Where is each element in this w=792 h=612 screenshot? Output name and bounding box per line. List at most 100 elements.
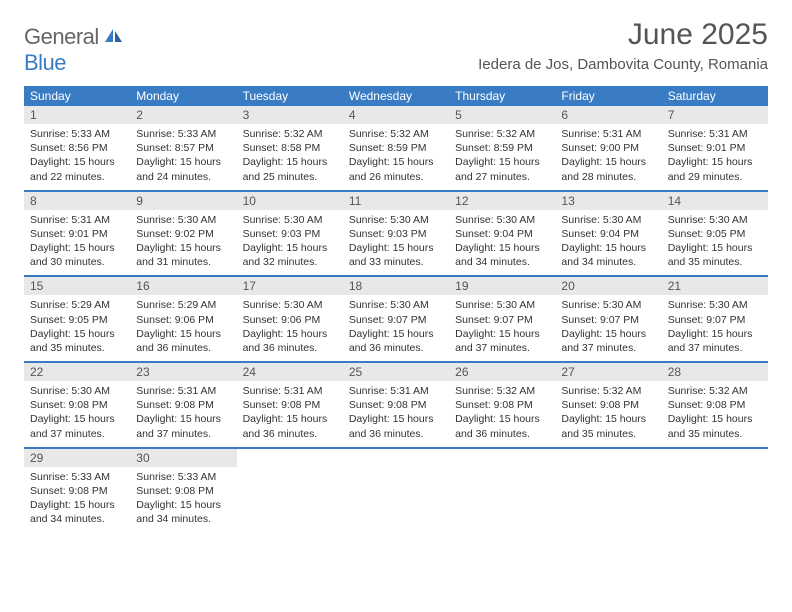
sunrise-text: Sunrise: 5:31 AM [561,127,655,141]
day-info: Sunrise: 5:32 AMSunset: 9:08 PMDaylight:… [662,381,768,447]
day-number: 22 [24,363,130,381]
calendar-day-cell: 11Sunrise: 5:30 AMSunset: 9:03 PMDayligh… [343,192,449,276]
day-number: 29 [24,449,130,467]
day-info: Sunrise: 5:32 AMSunset: 8:59 PMDaylight:… [449,124,555,190]
sunrise-text: Sunrise: 5:32 AM [455,384,549,398]
day-info: Sunrise: 5:33 AMSunset: 9:08 PMDaylight:… [24,467,130,533]
calendar-week-row: 8Sunrise: 5:31 AMSunset: 9:01 PMDaylight… [24,192,768,278]
calendar-day-cell: 15Sunrise: 5:29 AMSunset: 9:05 PMDayligh… [24,277,130,361]
calendar-day-cell: 1Sunrise: 5:33 AMSunset: 8:56 PMDaylight… [24,106,130,190]
sunset-text: Sunset: 9:07 PM [561,313,655,327]
daylight-text: Daylight: 15 hours and 36 minutes. [455,412,549,440]
daylight-text: Daylight: 15 hours and 36 minutes. [349,412,443,440]
daylight-text: Daylight: 15 hours and 36 minutes. [136,327,230,355]
logo-sail-icon [104,28,124,47]
day-info: Sunrise: 5:30 AMSunset: 9:07 PMDaylight:… [555,295,661,361]
day-of-week-label: Thursday [449,86,555,106]
sunrise-text: Sunrise: 5:30 AM [668,298,762,312]
sunrise-text: Sunrise: 5:30 AM [349,213,443,227]
sunrise-text: Sunrise: 5:32 AM [668,384,762,398]
sunrise-text: Sunrise: 5:29 AM [136,298,230,312]
sunset-text: Sunset: 9:03 PM [349,227,443,241]
day-info: Sunrise: 5:30 AMSunset: 9:06 PMDaylight:… [237,295,343,361]
sunrise-text: Sunrise: 5:31 AM [30,213,124,227]
daylight-text: Daylight: 15 hours and 36 minutes. [349,327,443,355]
sunrise-text: Sunrise: 5:30 AM [668,213,762,227]
location-subtitle: Iedera de Jos, Dambovita County, Romania [478,56,768,73]
daylight-text: Daylight: 15 hours and 25 minutes. [243,155,337,183]
day-number: 4 [343,106,449,124]
calendar-day-cell: 22Sunrise: 5:30 AMSunset: 9:08 PMDayligh… [24,363,130,447]
calendar-day-cell [449,449,555,533]
calendar-day-cell: 18Sunrise: 5:30 AMSunset: 9:07 PMDayligh… [343,277,449,361]
calendar-day-cell: 29Sunrise: 5:33 AMSunset: 9:08 PMDayligh… [24,449,130,533]
day-of-week-label: Friday [555,86,661,106]
logo-text-blue: Blue [24,50,66,75]
daylight-text: Daylight: 15 hours and 35 minutes. [30,327,124,355]
day-number: 12 [449,192,555,210]
day-number: 20 [555,277,661,295]
calendar-day-cell: 26Sunrise: 5:32 AMSunset: 9:08 PMDayligh… [449,363,555,447]
day-info: Sunrise: 5:32 AMSunset: 8:59 PMDaylight:… [343,124,449,190]
sunrise-text: Sunrise: 5:31 AM [136,384,230,398]
calendar-day-cell: 10Sunrise: 5:30 AMSunset: 9:03 PMDayligh… [237,192,343,276]
day-number: 26 [449,363,555,381]
day-info: Sunrise: 5:30 AMSunset: 9:03 PMDaylight:… [237,210,343,276]
day-info: Sunrise: 5:32 AMSunset: 9:08 PMDaylight:… [449,381,555,447]
day-number: 8 [24,192,130,210]
calendar-day-cell: 30Sunrise: 5:33 AMSunset: 9:08 PMDayligh… [130,449,236,533]
sunrise-text: Sunrise: 5:33 AM [136,127,230,141]
day-number: 5 [449,106,555,124]
sunset-text: Sunset: 9:08 PM [30,398,124,412]
day-info: Sunrise: 5:30 AMSunset: 9:07 PMDaylight:… [343,295,449,361]
sunset-text: Sunset: 9:05 PM [30,313,124,327]
day-info: Sunrise: 5:31 AMSunset: 9:08 PMDaylight:… [130,381,236,447]
sunset-text: Sunset: 8:59 PM [455,141,549,155]
daylight-text: Daylight: 15 hours and 28 minutes. [561,155,655,183]
day-number: 6 [555,106,661,124]
daylight-text: Daylight: 15 hours and 35 minutes. [668,241,762,269]
calendar-day-cell: 9Sunrise: 5:30 AMSunset: 9:02 PMDaylight… [130,192,236,276]
day-info: Sunrise: 5:33 AMSunset: 9:08 PMDaylight:… [130,467,236,533]
day-number: 3 [237,106,343,124]
day-number: 23 [130,363,236,381]
calendar-week-row: 22Sunrise: 5:30 AMSunset: 9:08 PMDayligh… [24,363,768,449]
daylight-text: Daylight: 15 hours and 34 minutes. [136,498,230,526]
calendar-day-cell: 13Sunrise: 5:30 AMSunset: 9:04 PMDayligh… [555,192,661,276]
calendar-day-cell: 21Sunrise: 5:30 AMSunset: 9:07 PMDayligh… [662,277,768,361]
day-info: Sunrise: 5:30 AMSunset: 9:07 PMDaylight:… [662,295,768,361]
calendar-day-cell: 19Sunrise: 5:30 AMSunset: 9:07 PMDayligh… [449,277,555,361]
day-number: 1 [24,106,130,124]
sunrise-text: Sunrise: 5:30 AM [561,298,655,312]
calendar-week-row: 29Sunrise: 5:33 AMSunset: 9:08 PMDayligh… [24,449,768,533]
calendar-day-cell: 12Sunrise: 5:30 AMSunset: 9:04 PMDayligh… [449,192,555,276]
calendar-day-cell: 7Sunrise: 5:31 AMSunset: 9:01 PMDaylight… [662,106,768,190]
day-info: Sunrise: 5:30 AMSunset: 9:04 PMDaylight:… [555,210,661,276]
sunset-text: Sunset: 9:08 PM [136,398,230,412]
daylight-text: Daylight: 15 hours and 37 minutes. [455,327,549,355]
day-info: Sunrise: 5:29 AMSunset: 9:06 PMDaylight:… [130,295,236,361]
calendar-day-cell: 6Sunrise: 5:31 AMSunset: 9:00 PMDaylight… [555,106,661,190]
day-number: 27 [555,363,661,381]
sunrise-text: Sunrise: 5:30 AM [349,298,443,312]
sunset-text: Sunset: 8:58 PM [243,141,337,155]
day-info: Sunrise: 5:33 AMSunset: 8:57 PMDaylight:… [130,124,236,190]
daylight-text: Daylight: 15 hours and 37 minutes. [30,412,124,440]
calendar-day-cell: 24Sunrise: 5:31 AMSunset: 9:08 PMDayligh… [237,363,343,447]
daylight-text: Daylight: 15 hours and 34 minutes. [561,241,655,269]
sunset-text: Sunset: 9:08 PM [349,398,443,412]
daylight-text: Daylight: 15 hours and 37 minutes. [136,412,230,440]
sunrise-text: Sunrise: 5:30 AM [455,213,549,227]
day-of-week-label: Monday [130,86,236,106]
calendar-day-cell [343,449,449,533]
sunrise-text: Sunrise: 5:31 AM [243,384,337,398]
sunrise-text: Sunrise: 5:32 AM [455,127,549,141]
daylight-text: Daylight: 15 hours and 32 minutes. [243,241,337,269]
day-number: 25 [343,363,449,381]
sunset-text: Sunset: 9:06 PM [243,313,337,327]
calendar-day-cell [555,449,661,533]
day-info: Sunrise: 5:30 AMSunset: 9:08 PMDaylight:… [24,381,130,447]
calendar-day-cell [662,449,768,533]
calendar-week-row: 1Sunrise: 5:33 AMSunset: 8:56 PMDaylight… [24,106,768,192]
day-info: Sunrise: 5:31 AMSunset: 9:01 PMDaylight:… [662,124,768,190]
